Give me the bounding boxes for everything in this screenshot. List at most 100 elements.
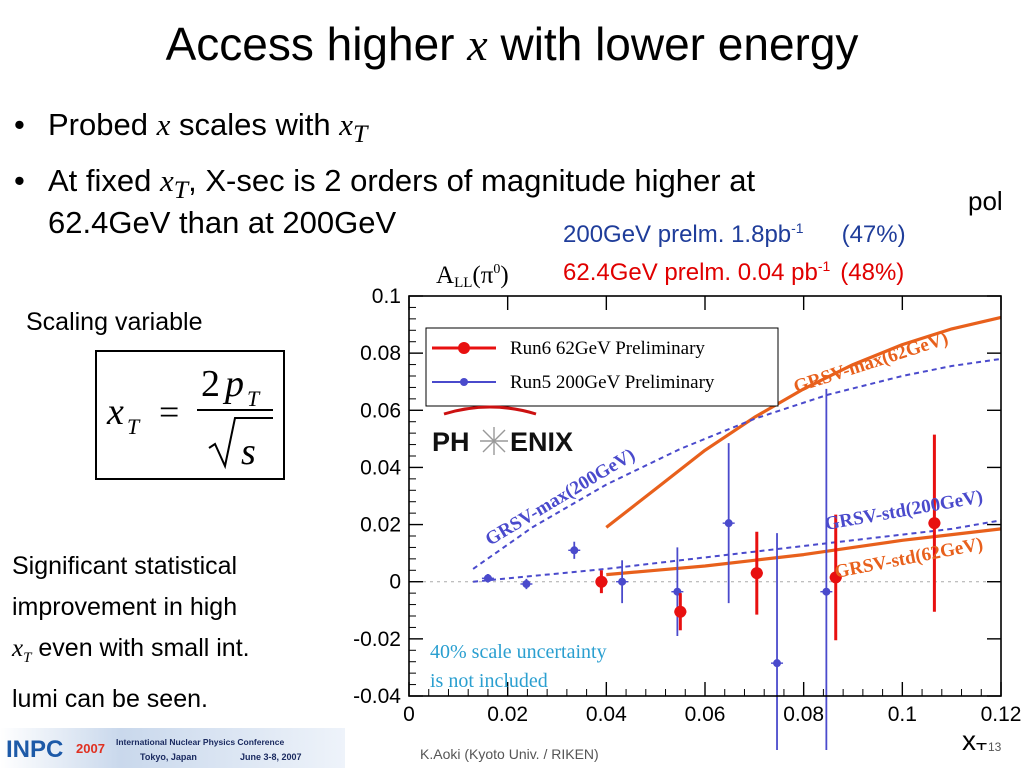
chart-legend: Run6 62GeV Preliminary Run5 200GeV Preli… <box>425 327 779 407</box>
legend-red-marker <box>458 342 470 354</box>
conference-dates: June 3-8, 2007 <box>240 752 302 762</box>
bullet-dot-icon: • <box>14 163 25 198</box>
formula-equals: = <box>159 392 179 432</box>
run6-data-point <box>928 517 941 530</box>
pol-label: pol <box>968 186 1003 216</box>
note-symbol-x: x <box>12 635 24 662</box>
title-post: with lower energy <box>500 18 859 70</box>
sqrt-icon <box>208 417 273 470</box>
note-line-1: Significant statistical <box>12 552 238 580</box>
note-line-4: lumi can be seen. <box>12 685 208 713</box>
logo-year: 2007 <box>76 741 105 756</box>
x-tick-label: 0 <box>403 703 415 726</box>
annotation-line-2: is not included <box>430 670 548 692</box>
page-number: 13 <box>988 740 1002 754</box>
x-axis-label: xT <box>962 725 987 750</box>
run5-data-point <box>570 546 579 555</box>
x-tick-label: 0.06 <box>685 703 726 726</box>
run5-data-point <box>773 659 782 668</box>
annotation-line-1: 40% scale uncertainty <box>430 641 607 663</box>
note-line-2: improvement in high <box>12 593 238 621</box>
theory-curve-2 <box>472 357 1002 570</box>
bullet-point-2: • At fixed xT, X-sec is 2 orders of magni… <box>14 162 755 209</box>
asymmetry-chart: 0 0.02 0.04 0.06 0.08 0.1 0.12 -0.04 -0.02 0 0.02 0… <box>353 262 1021 750</box>
y-axis-label: ALL(π0) <box>436 262 509 291</box>
run6-data-point <box>829 571 842 584</box>
y-tick-label: 0.02 <box>360 514 401 537</box>
legend-62gev: 62.4GeV prelm. 0.04 pb-1 (48%) <box>563 258 904 287</box>
y-tick-label: 0 <box>389 571 401 594</box>
y-tick-label: -0.04 <box>353 685 401 708</box>
legend-200gev-pol: (47%) <box>841 221 906 248</box>
legend-200gev: 200GeV prelm. 1.8pb-1 (47%) <box>563 220 906 249</box>
chart-points-group <box>481 388 941 750</box>
logo-background <box>0 728 345 768</box>
bullet2-symbol-x: x <box>160 163 174 198</box>
run5-data-point <box>822 587 831 596</box>
bullet2-symbol-sub: T <box>173 175 189 205</box>
scaling-variable-label: Scaling variable <box>26 308 203 336</box>
y-tick-label: -0.02 <box>353 628 401 651</box>
bullet-dot-icon: • <box>14 107 25 142</box>
note-text: Significant statistical improvement in h… <box>12 546 332 720</box>
note-symbol-sub: T <box>23 650 32 666</box>
bullet1-text-mid: scales with <box>178 107 331 142</box>
curve-label-grsv-max-200: GRSV-max(200GeV) <box>482 444 639 550</box>
formula-lhs: x <box>106 391 124 433</box>
page-title: Access higher x with lower energy <box>0 14 1024 75</box>
curve-label-grsv-max-62: GRSV-max(62GeV) <box>791 328 951 398</box>
formula-denominator: s <box>241 431 256 473</box>
legend-200gev-sup: -1 <box>791 220 804 236</box>
run5-data-point <box>724 519 733 528</box>
bullet2-line2: 62.4GeV than at 200GeV <box>48 205 397 240</box>
bullet2-text-post: , X-sec is 2 orders of magnitude higher … <box>188 163 756 198</box>
run5-data-point <box>618 577 627 586</box>
legend-62gev-sup: -1 <box>817 258 831 274</box>
legend-entry-run5: Run5 200GeV Preliminary <box>510 372 715 393</box>
x-tick-label: 0.12 <box>981 703 1022 726</box>
bullet1-symbol-x: x <box>156 107 171 142</box>
formula-box: x T = 2 p T s <box>95 350 285 480</box>
y-tick-label: 0.1 <box>372 285 401 308</box>
x-tick-label: 0.02 <box>487 703 528 726</box>
phenix-star-icon <box>480 427 508 455</box>
y-tick-label: 0.08 <box>360 342 401 365</box>
x-tick-label: 0.1 <box>888 703 917 726</box>
chart-axes-group: 0 0.02 0.04 0.06 0.08 0.1 0.12 -0.04 -0.02 0 0.02 0… <box>353 285 1021 726</box>
conference-logo: INPC 2007 International Nuclear Physics … <box>0 728 345 768</box>
bullet-point-1: • Probed x scales with xT <box>14 106 367 153</box>
theory-curve-3 <box>473 519 1002 583</box>
x-tick-label: 0.08 <box>783 703 824 726</box>
conference-name: International Nuclear Physics Conference <box>116 737 284 747</box>
run6-data-point <box>674 605 687 618</box>
bullet1-symbol-sub: T <box>352 119 368 149</box>
legend-blue-marker <box>460 378 468 386</box>
bullet1-text-pre: Probed <box>48 107 148 142</box>
run5-data-point <box>483 574 492 583</box>
title-pre: Access higher <box>165 18 455 70</box>
y-tick-label: 0.04 <box>360 456 401 479</box>
legend-entry-run6: Run6 62GeV Preliminary <box>510 338 705 359</box>
logo-text: INPC <box>6 736 63 763</box>
title-symbol: x <box>467 19 488 70</box>
phenix-logo: PH ENIX <box>432 405 573 457</box>
phenix-arc-icon <box>443 405 537 416</box>
bullet1-symbol-xt: x <box>339 107 353 142</box>
theory-curve-0 <box>605 315 1002 529</box>
author-credit: K.Aoki (Kyoto Univ. / RIKEN) <box>420 746 599 762</box>
formula-lhs-sub: T <box>127 414 141 439</box>
run6-data-point <box>595 575 608 588</box>
phenix-text-post: ENIX <box>510 427 573 457</box>
formula-numerator-p: p <box>222 363 244 405</box>
legend-62gev-text: 62.4GeV prelm. 0.04 pb <box>563 259 818 286</box>
formula-numerator-2: 2 <box>201 363 220 405</box>
note-line-3: xT even with small int. <box>12 628 332 679</box>
run5-data-point <box>522 580 531 588</box>
conference-place: Tokyo, Japan <box>140 752 197 762</box>
bullet2-text-pre: At fixed <box>48 163 152 198</box>
note-line-3-text: even with small int. <box>31 634 250 662</box>
formula-numerator-sub: T <box>247 386 261 411</box>
phenix-text-pre: PH <box>432 427 470 457</box>
run6-data-point <box>750 567 763 580</box>
y-tick-label: 0.06 <box>360 399 401 422</box>
